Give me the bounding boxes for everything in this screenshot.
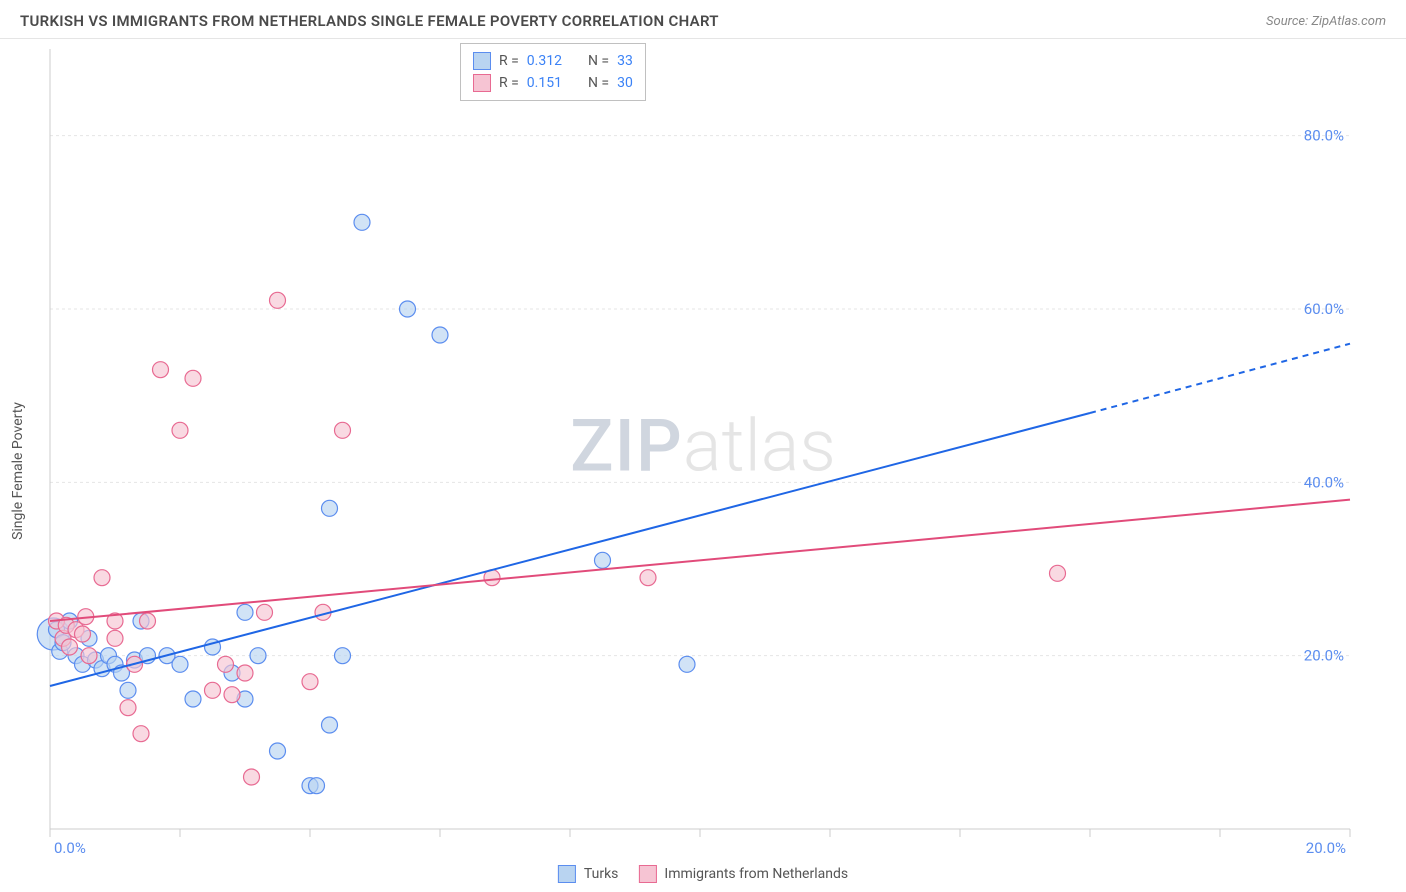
svg-text:20.0%: 20.0% [1306,839,1346,857]
source-attribution: Source: ZipAtlas.com [1266,14,1386,29]
r-value-turks: 0.312 [527,53,562,69]
r-label: R = [499,53,519,69]
r-label: R = [499,75,519,91]
scatter-chart-svg: 20.0% 40.0% 60.0% 80.0% 0.0% 20.0% [0,39,1406,887]
chart-header: TURKISH VS IMMIGRANTS FROM NETHERLANDS S… [0,0,1406,39]
series-legend-netherlands: Immigrants from Netherlands [638,865,848,883]
stats-legend-row-netherlands: R = 0.151 N = 30 [473,72,633,94]
svg-text:20.0%: 20.0% [1304,647,1344,665]
n-label: N = [588,75,609,91]
n-value-turks: 33 [617,53,633,69]
series-name-netherlands: Immigrants from Netherlands [664,866,848,882]
legend-swatch-netherlands [638,865,656,883]
chart-title: TURKISH VS IMMIGRANTS FROM NETHERLANDS S… [20,12,719,30]
n-value-netherlands: 30 [617,75,633,91]
legend-swatch-turks [473,52,491,70]
svg-text:60.0%: 60.0% [1304,300,1344,318]
stats-legend: R = 0.312 N = 33 R = 0.151 N = 30 [460,43,646,101]
legend-swatch-turks [558,865,576,883]
series-legend: Turks Immigrants from Netherlands [558,865,848,883]
source-label: Source: [1266,14,1308,29]
series-name-turks: Turks [584,866,619,882]
stats-legend-row-turks: R = 0.312 N = 33 [473,50,633,72]
svg-text:80.0%: 80.0% [1304,127,1344,145]
svg-text:40.0%: 40.0% [1304,473,1344,491]
legend-swatch-netherlands [473,74,491,92]
source-name: ZipAtlas.com [1311,14,1386,29]
r-value-netherlands: 0.151 [527,75,562,91]
chart-area: Single Female Poverty 20.0% 40.0% 60.0% 80.… [0,39,1406,887]
y-axis-label: Single Female Poverty [10,402,26,540]
n-label: N = [588,53,609,69]
series-legend-turks: Turks [558,865,619,883]
svg-text:0.0%: 0.0% [54,839,86,857]
